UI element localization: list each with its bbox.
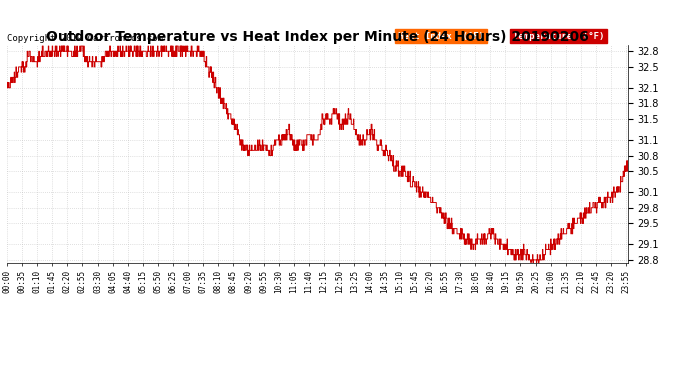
Text: Temperature  (°F): Temperature (°F) bbox=[513, 32, 604, 40]
Text: Heat Index  (°F): Heat Index (°F) bbox=[398, 32, 484, 40]
Text: Copyright 2019 Cartronics.com: Copyright 2019 Cartronics.com bbox=[7, 34, 163, 43]
Title: Outdoor Temperature vs Heat Index per Minute (24 Hours) 20190206: Outdoor Temperature vs Heat Index per Mi… bbox=[46, 30, 589, 44]
